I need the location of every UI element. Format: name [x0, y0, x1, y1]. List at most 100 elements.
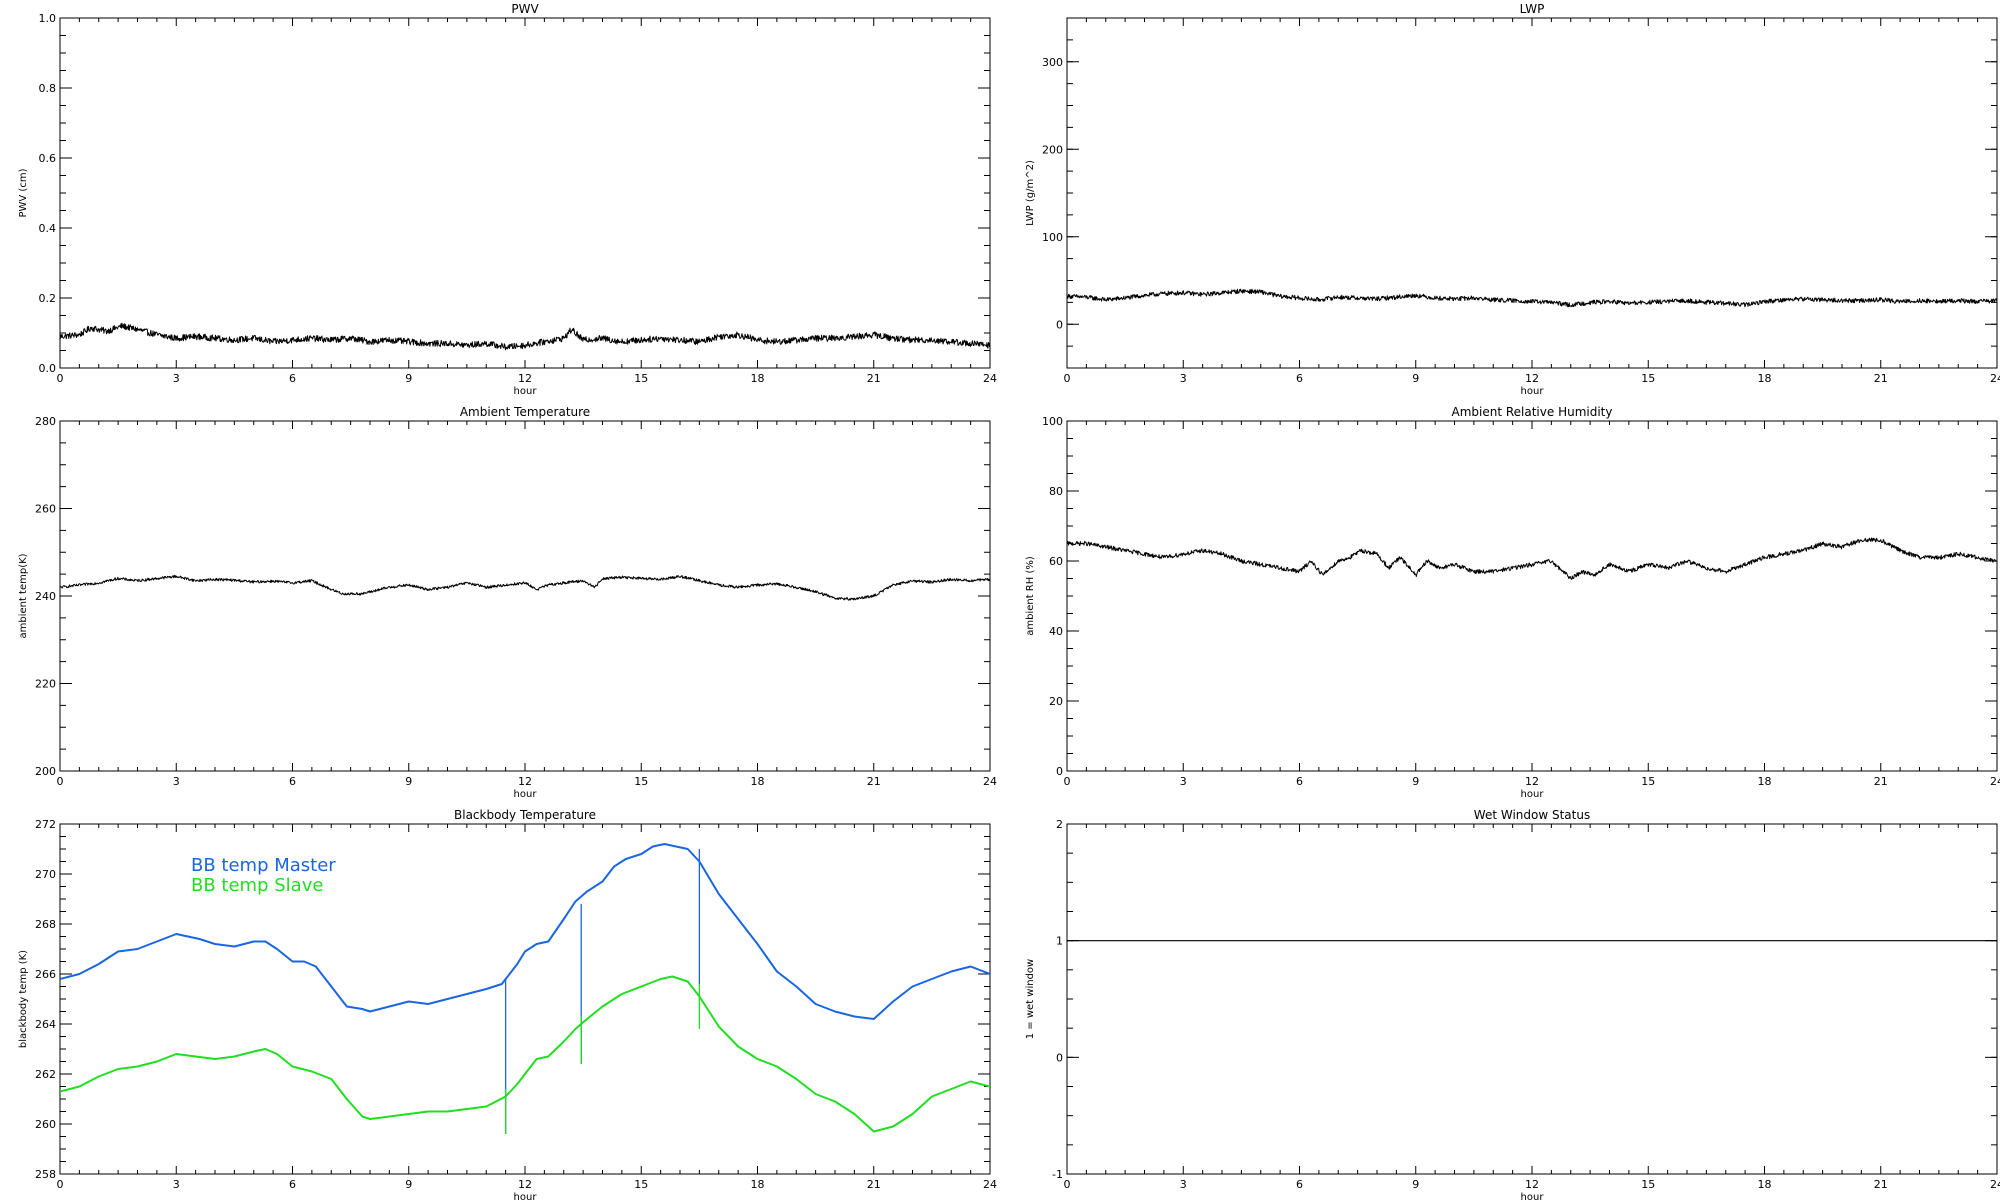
x-tick-label: 18 [751, 775, 765, 788]
y-tick-label: 100 [1042, 231, 1063, 244]
y-tick-label: 200 [35, 765, 56, 778]
x-tick-label: 21 [1874, 775, 1888, 788]
chart-panel: Ambient Temperature 0 3 6 9 12 15 18 21 24 hour 200… [18, 405, 997, 800]
y-tick-label: 1.0 [39, 12, 57, 25]
x-tick-label: 0 [1064, 1178, 1071, 1191]
x-tick-label: 3 [173, 775, 180, 788]
y-tick-label: 240 [35, 590, 56, 603]
x-tick-label: 21 [1874, 372, 1888, 385]
x-tick-label: 6 [1296, 1178, 1303, 1191]
x-axis-label: hour [514, 789, 538, 800]
x-tick-label: 12 [518, 372, 532, 385]
series-line [60, 843, 990, 1020]
x-tick-label: 21 [867, 775, 881, 788]
x-tick-label: 6 [1296, 372, 1303, 385]
x-tick-label: 15 [634, 775, 648, 788]
chart-title: LWP [1520, 2, 1545, 16]
y-axis-label: PWV (cm) [18, 168, 29, 217]
x-tick-label: 3 [173, 1178, 180, 1191]
x-tick-label: 24 [1990, 775, 2000, 788]
y-tick-label: 270 [35, 868, 56, 881]
y-tick-label: 20 [1049, 695, 1063, 708]
x-axis-label: hour [514, 1192, 538, 1200]
y-tick-label: 268 [35, 918, 56, 931]
x-tick-label: 24 [1990, 372, 2000, 385]
x-tick-label: 21 [1874, 1178, 1888, 1191]
x-tick-label: 12 [518, 1178, 532, 1191]
x-tick-label: 9 [405, 775, 412, 788]
x-tick-label: 9 [405, 372, 412, 385]
x-tick-label: 12 [518, 775, 532, 788]
y-tick-label: 258 [35, 1168, 56, 1181]
y-tick-label: -1 [1052, 1168, 1063, 1181]
chart-title: Ambient Relative Humidity [1452, 405, 1613, 419]
x-axis-label: hour [1521, 386, 1545, 397]
x-tick-label: 18 [1758, 372, 1772, 385]
x-tick-label: 6 [289, 372, 296, 385]
chart-panel: LWP 0 3 6 9 12 15 18 21 24 hour 0 100 200 300 LWP (g/m^… [1025, 2, 2000, 397]
x-tick-label: 21 [867, 1178, 881, 1191]
x-tick-label: 24 [983, 1178, 997, 1191]
x-tick-label: 15 [1641, 1178, 1655, 1191]
chart-title: PWV [511, 2, 539, 16]
y-tick-label: 0.8 [39, 82, 57, 95]
x-tick-label: 15 [1641, 372, 1655, 385]
y-axis-label: ambient temp(K) [18, 553, 29, 638]
series-line [60, 574, 990, 601]
y-axis-label: 1 = wet window [1025, 959, 1036, 1039]
x-tick-label: 24 [983, 775, 997, 788]
legend-entry: BB temp Slave [191, 875, 323, 896]
x-axis-label: hour [1521, 1192, 1545, 1200]
x-axis-label: hour [514, 386, 538, 397]
x-tick-label: 24 [983, 372, 997, 385]
chart-panel: Wet Window Status03691215182124hour-1012… [1025, 808, 2000, 1200]
y-tick-label: 272 [35, 818, 56, 831]
y-tick-label: 266 [35, 968, 56, 981]
x-tick-label: 15 [634, 1178, 648, 1191]
x-tick-label: 12 [1525, 775, 1539, 788]
y-tick-label: 1 [1056, 935, 1063, 948]
x-tick-label: 6 [289, 775, 296, 788]
x-tick-label: 3 [1180, 372, 1187, 385]
x-tick-label: 15 [634, 372, 648, 385]
y-tick-label: 60 [1049, 555, 1063, 568]
x-tick-label: 9 [1412, 1178, 1419, 1191]
x-tick-label: 24 [1990, 1178, 2000, 1191]
y-tick-label: 220 [35, 678, 56, 691]
y-tick-label: 40 [1049, 625, 1063, 638]
y-tick-label: 0 [1056, 318, 1063, 331]
y-axis-label: LWP (g/m^2) [1025, 160, 1036, 226]
legend-entry: BB temp Master [191, 855, 336, 876]
x-tick-label: 0 [57, 1178, 64, 1191]
x-tick-label: 12 [1525, 372, 1539, 385]
y-tick-label: 0.6 [39, 152, 57, 165]
y-tick-label: 100 [1042, 415, 1063, 428]
chart-panel: Blackbody Temperature 0 3 6 9 12 15 18 21 24 hour 2… [18, 808, 997, 1200]
x-tick-label: 3 [1180, 775, 1187, 788]
x-tick-label: 0 [1064, 372, 1071, 385]
x-tick-label: 18 [751, 372, 765, 385]
y-tick-label: 260 [35, 503, 56, 516]
y-tick-label: 80 [1049, 485, 1063, 498]
y-tick-label: 0 [1056, 1051, 1063, 1064]
y-tick-label: 280 [35, 415, 56, 428]
y-tick-label: 200 [1042, 143, 1063, 156]
chart-title: Blackbody Temperature [454, 808, 596, 822]
y-tick-label: 2 [1056, 818, 1063, 831]
y-tick-label: 260 [35, 1118, 56, 1131]
x-tick-label: 12 [1525, 1178, 1539, 1191]
x-tick-label: 0 [57, 372, 64, 385]
x-tick-label: 0 [57, 775, 64, 788]
y-tick-label: 0.4 [39, 222, 57, 235]
y-tick-label: 0.0 [39, 362, 57, 375]
y-tick-label: 264 [35, 1018, 56, 1031]
x-tick-label: 6 [1296, 775, 1303, 788]
x-tick-label: 18 [1758, 1178, 1772, 1191]
series-line [60, 975, 990, 1133]
x-axis-label: hour [1521, 789, 1545, 800]
x-tick-label: 18 [751, 1178, 765, 1191]
x-tick-label: 18 [1758, 775, 1772, 788]
y-tick-label: 0.2 [39, 292, 57, 305]
x-tick-label: 9 [1412, 372, 1419, 385]
